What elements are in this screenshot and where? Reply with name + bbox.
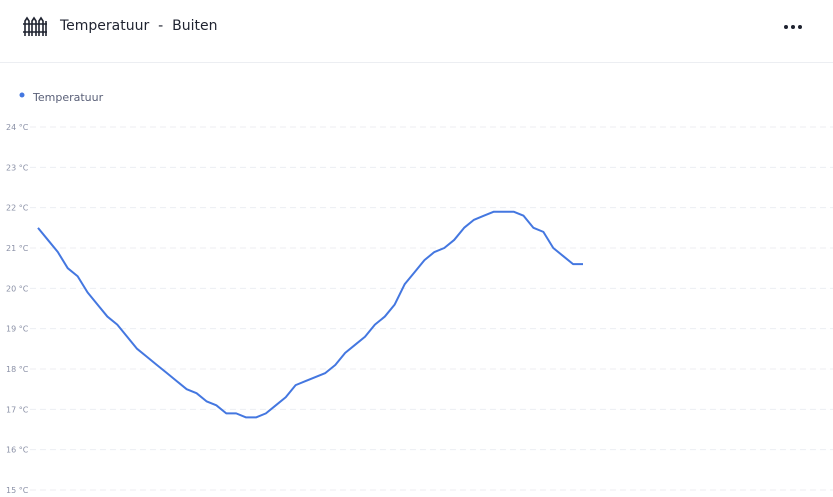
y-tick-label: 24 °C xyxy=(6,123,29,132)
y-tick-label: 20 °C xyxy=(6,284,29,293)
header: Temperatuur - Buiten xyxy=(0,0,833,63)
card-title: Temperatuur - Buiten xyxy=(60,18,218,34)
menu-button[interactable] xyxy=(780,18,806,38)
y-tick-label: 22 °C xyxy=(6,204,29,213)
y-tick-label: 23 °C xyxy=(6,163,29,172)
y-tick-label: 21 °C xyxy=(6,244,29,253)
y-tick-label: 19 °C xyxy=(6,325,29,334)
y-tick-label: 15 °C xyxy=(6,486,29,495)
y-tick-label: 16 °C xyxy=(6,446,29,455)
y-tick-label: 18 °C xyxy=(6,365,29,374)
legend-marker xyxy=(19,92,25,98)
fence-icon xyxy=(23,16,47,36)
legend-label: Temperatuur xyxy=(32,91,104,104)
temperature-line xyxy=(37,210,583,419)
y-tick-label: 17 °C xyxy=(6,405,29,414)
